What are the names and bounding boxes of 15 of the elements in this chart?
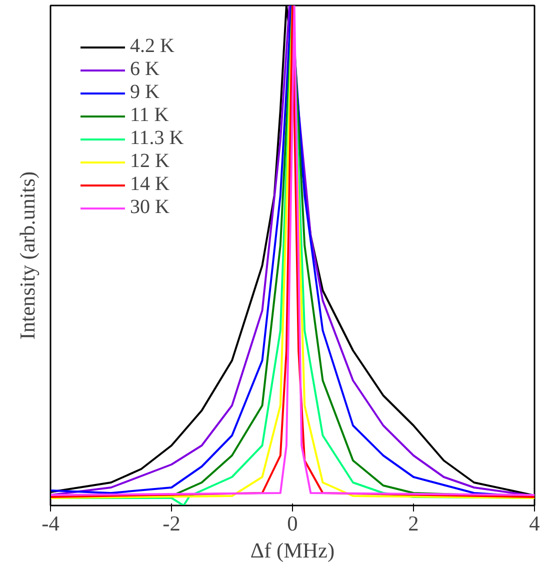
legend-label: 12 K	[130, 150, 170, 173]
legend-label: 11.3 K	[130, 127, 184, 150]
x-tick-label: 0	[287, 512, 298, 536]
legend-label: 14 K	[130, 173, 170, 196]
x-tick-label: -4	[42, 512, 60, 536]
legend-label: 11 K	[130, 104, 169, 127]
x-tick-label: -2	[162, 512, 180, 536]
y-axis-title: Intensity (arb.units)	[16, 171, 40, 340]
x-axis-title: Δf (MHz)	[250, 538, 335, 562]
legend-label: 9 K	[130, 81, 160, 104]
x-tick-label: 4	[529, 512, 540, 536]
legend-label: 30 K	[130, 196, 170, 219]
legend-label: 6 K	[130, 58, 160, 81]
x-tick-label: 2	[408, 512, 419, 536]
legend-label: 4.2 K	[130, 35, 174, 58]
